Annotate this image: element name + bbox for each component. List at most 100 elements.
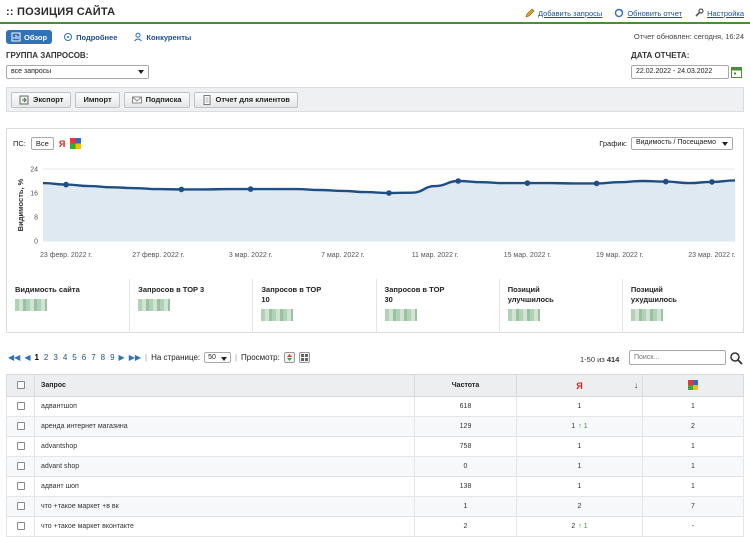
page-link[interactable]: 2 bbox=[43, 353, 49, 362]
data-point bbox=[386, 190, 392, 196]
client-report-button[interactable]: Отчет для клиентов bbox=[193, 91, 298, 108]
query-cell: что +такое маркет вконтакте bbox=[34, 516, 415, 537]
y-tick-label: 16 bbox=[30, 191, 38, 198]
search-input[interactable] bbox=[629, 350, 726, 365]
stat-value-blurred bbox=[507, 309, 540, 321]
row-checkbox[interactable] bbox=[16, 441, 25, 450]
ps-all-button[interactable]: Все bbox=[30, 137, 54, 150]
row-checkbox-cell bbox=[6, 516, 35, 537]
last-page-icon[interactable]: ▶▶ bbox=[128, 353, 142, 362]
page-link[interactable]: 1 bbox=[34, 353, 39, 362]
query-group-select[interactable]: все запросы bbox=[6, 65, 149, 79]
row-checkbox[interactable] bbox=[16, 401, 25, 410]
wrench-icon bbox=[695, 8, 704, 17]
select-all-checkbox[interactable] bbox=[16, 380, 25, 389]
table-row: что +такое маркет вконтакте 2 2 ↑ 1- bbox=[6, 516, 744, 537]
query-cell: advantshop bbox=[34, 436, 415, 457]
header-bar: :: ПОЗИЦИЯ САЙТА Добавить запросы Обнови… bbox=[0, 0, 750, 24]
prev-page-icon[interactable]: ◀ bbox=[24, 353, 31, 362]
google-position-cell: - bbox=[642, 516, 744, 537]
y-tick-label: 0 bbox=[34, 239, 38, 246]
sort-arrow-icon[interactable]: ↓ bbox=[634, 381, 638, 390]
visibility-chart: 0 8 16 24 23 февр. 2022 г. 27 февр. 2022 г. 3 … bbox=[16, 167, 736, 260]
x-tick-label: 23 мар. 2022 г. bbox=[688, 252, 735, 259]
add-queries-link[interactable]: Добавить запросы bbox=[525, 8, 602, 18]
data-point bbox=[709, 179, 715, 185]
row-checkbox[interactable] bbox=[16, 501, 25, 510]
page-link[interactable]: 8 bbox=[100, 353, 106, 362]
grid-view-icon[interactable] bbox=[298, 352, 310, 363]
yandex-column-header[interactable]: Я ↓ bbox=[516, 374, 643, 397]
export-button[interactable]: Экспорт bbox=[11, 91, 72, 108]
data-point bbox=[455, 178, 462, 184]
import-button[interactable]: Импорт bbox=[75, 91, 120, 108]
calendar-icon[interactable] bbox=[731, 66, 742, 78]
yandex-position-cell: 1 bbox=[516, 476, 643, 497]
frequency-column-header[interactable]: Частота bbox=[414, 374, 517, 397]
first-page-icon[interactable]: ◀◀ bbox=[8, 353, 21, 362]
yandex-position-cell: 1 bbox=[516, 396, 643, 417]
report-date-input[interactable]: 22.02.2022 - 24.03.2022 bbox=[631, 65, 729, 79]
chevron-down-icon bbox=[138, 70, 144, 74]
page-link[interactable]: 9 bbox=[110, 353, 115, 362]
divider: | bbox=[145, 353, 148, 362]
sort-view-icon[interactable] bbox=[283, 352, 295, 363]
frequency-cell: 2 bbox=[414, 516, 517, 537]
per-page-select[interactable]: 50 bbox=[204, 352, 231, 363]
row-checkbox[interactable] bbox=[16, 521, 25, 530]
query-cell: что +такое маркет +в вк bbox=[34, 496, 415, 517]
data-point bbox=[247, 186, 254, 192]
position-change: ↑ 1 bbox=[578, 423, 588, 430]
tab-details[interactable]: Подробнее bbox=[58, 30, 122, 44]
settings-link[interactable]: Настройка bbox=[694, 8, 744, 18]
table-row: адвантшоп 618 1 1 bbox=[6, 396, 744, 417]
query-column-header[interactable]: Запрос bbox=[34, 374, 415, 397]
refresh-report-label: Обновить отчет bbox=[627, 8, 683, 18]
google-icon[interactable] bbox=[70, 138, 82, 149]
google-position-cell: 1 bbox=[642, 456, 744, 477]
frequency-cell: 758 bbox=[414, 436, 517, 457]
query-group-value: все запросы bbox=[11, 68, 52, 75]
frequency-cell: 618 bbox=[414, 396, 517, 417]
chevron-down-icon bbox=[220, 357, 227, 361]
yandex-icon: Я bbox=[576, 380, 583, 391]
view-label: Просмотр: bbox=[241, 353, 280, 362]
tab-competitors[interactable]: Конкуренты bbox=[128, 30, 196, 44]
subscribe-button[interactable]: Подписка bbox=[123, 91, 190, 108]
page-link[interactable]: 4 bbox=[62, 353, 68, 362]
yandex-position-cell: 1 bbox=[516, 456, 643, 477]
y-axis-label: Видимость, % bbox=[16, 178, 25, 231]
stat-label: Видимость сайта bbox=[15, 285, 80, 294]
page-link[interactable]: 6 bbox=[81, 353, 87, 362]
search-icon[interactable] bbox=[729, 351, 743, 365]
refresh-report-link[interactable]: Обновить отчет bbox=[614, 8, 682, 18]
stat-label: Позиций ухудшилось bbox=[630, 285, 677, 304]
google-position-cell: 1 bbox=[642, 436, 744, 457]
yandex-icon[interactable]: Я bbox=[58, 138, 66, 149]
report-date-label: ДАТА ОТЧЕТА: bbox=[631, 51, 690, 60]
report-date-value: 22.02.2022 - 24.03.2022 bbox=[636, 68, 713, 75]
x-tick-label: 19 мар. 2022 г. bbox=[596, 252, 643, 259]
frequency-cell: 138 bbox=[414, 476, 517, 497]
next-page-icon[interactable]: ▶ bbox=[118, 353, 125, 362]
google-column-header[interactable] bbox=[642, 374, 744, 397]
search-engine-filter: ПС: Все Я bbox=[13, 137, 82, 150]
overview-icon bbox=[11, 32, 21, 42]
row-checkbox[interactable] bbox=[16, 481, 25, 490]
tab-overview[interactable]: Обзор bbox=[6, 30, 53, 44]
frequency-cell: 129 bbox=[414, 416, 517, 437]
yandex-position-cell: 2 ↑ 1 bbox=[516, 516, 643, 537]
page-link[interactable]: 5 bbox=[72, 353, 77, 362]
row-checkbox[interactable] bbox=[16, 421, 25, 430]
stat-label: Позиций улучшилось bbox=[507, 285, 554, 304]
row-checkbox[interactable] bbox=[16, 461, 25, 470]
subscribe-label: Подписка bbox=[145, 95, 182, 104]
page-link[interactable]: 3 bbox=[53, 353, 58, 362]
graph-type-select[interactable]: Видимость / Посещаемо bbox=[630, 137, 733, 150]
page-link[interactable]: 7 bbox=[91, 353, 96, 362]
graph-type-value: Видимость / Посещаемо bbox=[635, 139, 716, 146]
position-change: ↑ 1 bbox=[578, 523, 588, 530]
